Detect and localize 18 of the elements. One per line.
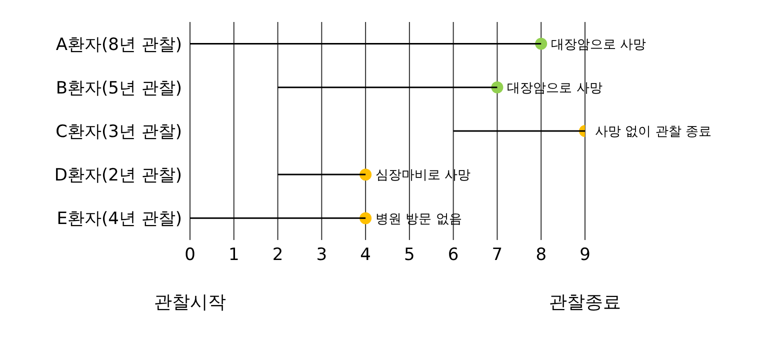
text: 관찰종료 [549, 291, 621, 314]
x-tick-label: 5 [404, 245, 415, 266]
y-tick-label: D환자(2년 관찰) [54, 166, 182, 186]
y-tick-label: B환자(5년 관찰) [56, 78, 182, 98]
y-tick-label: E환자(4년 관찰) [56, 209, 182, 230]
x-tick-label: 8 [536, 245, 547, 266]
y-tick-label: C환자(3년 관찰) [56, 122, 182, 142]
x-tick-label: 1 [228, 245, 240, 266]
x-tick-label: 9 [580, 245, 590, 266]
x-tick-label: 3 [316, 245, 328, 266]
x-tick-label: 6 [448, 245, 459, 266]
x-tick-label: 4 [360, 245, 371, 266]
x-tick-label: 0 [184, 245, 196, 266]
text: 사망 없이 관찰 종료 [595, 124, 712, 140]
x-tick-label: 7 [492, 245, 503, 266]
text: 관찰시작 [154, 291, 226, 314]
x-tick-label: 2 [272, 245, 284, 266]
y-tick-label: A환자(8년 관찰) [56, 34, 182, 55]
